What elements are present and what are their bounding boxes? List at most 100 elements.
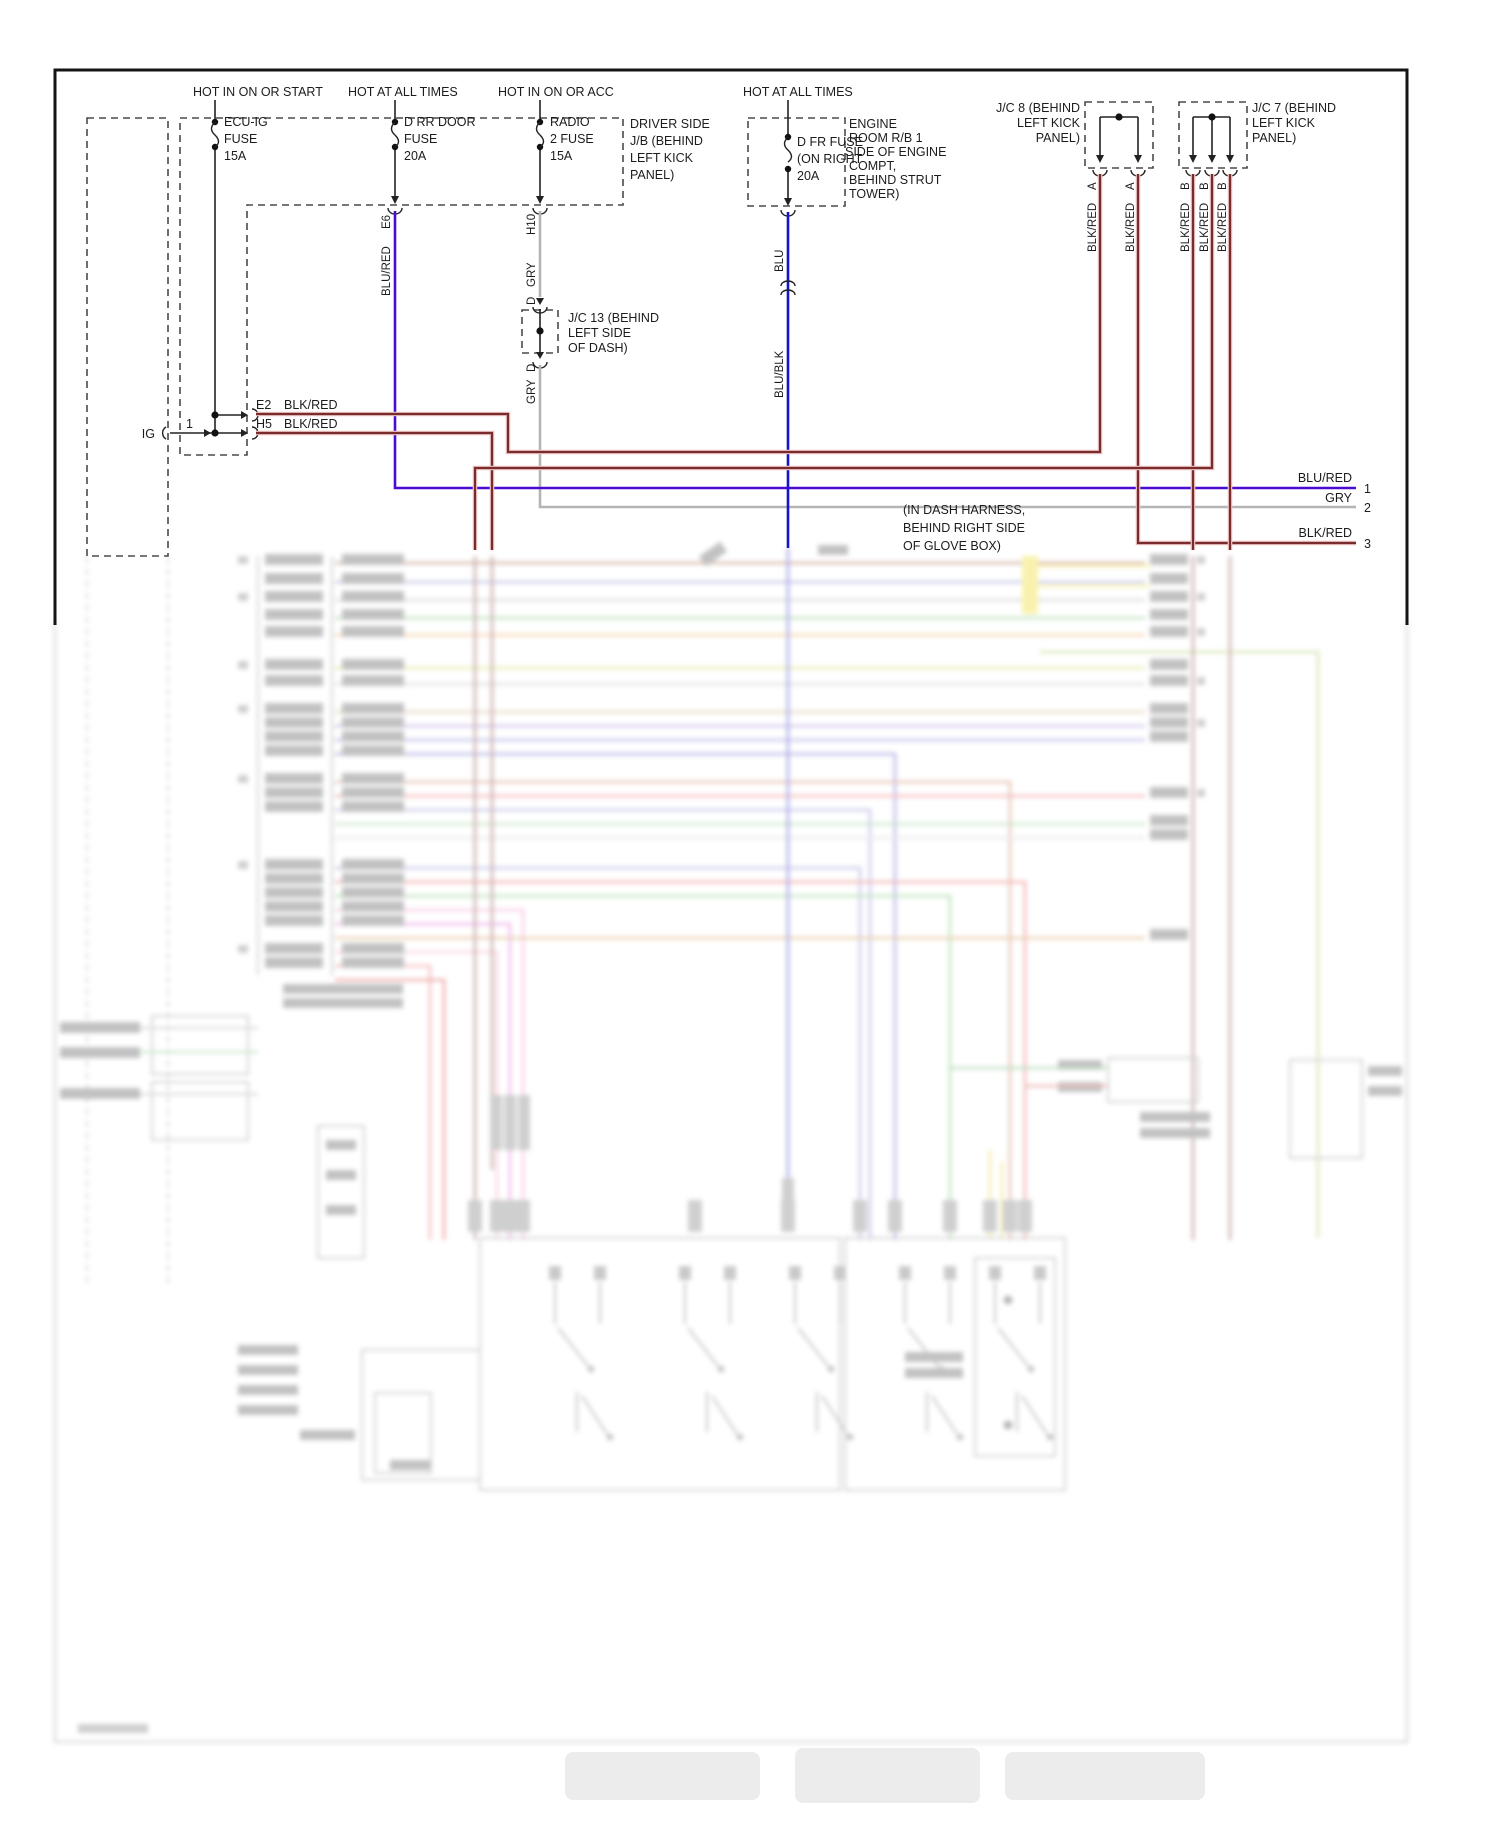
note-line: OF GLOVE BOX) <box>903 539 1001 553</box>
fuse-name: 2 FUSE <box>550 132 594 146</box>
fuse-rating: 15A <box>224 149 247 163</box>
jc7-junction <box>1185 113 1238 177</box>
faded-right-terminals <box>1150 554 1205 940</box>
wire-color-label: BLK/RED <box>1299 526 1353 540</box>
faded-lower-diagram <box>54 541 1408 1743</box>
fuse-rating: 15A <box>550 149 573 163</box>
box-label: PANEL) <box>630 168 674 182</box>
note-line: BEHIND RIGHT SIDE <box>903 521 1025 535</box>
faded-border <box>54 620 1408 1743</box>
wire-color-label: BLU/BLK <box>774 350 786 398</box>
box-label: J/C 8 (BEHIND <box>996 101 1080 115</box>
faded-footnote <box>78 1724 148 1733</box>
pin-code: A <box>1125 182 1137 190</box>
faded-pin-blobs <box>468 1200 1032 1232</box>
box-label: LEFT KICK <box>1252 116 1316 130</box>
fuse-name: FUSE <box>404 132 437 146</box>
fuse-ecu-ig: ECU-IG FUSE 15A <box>210 100 268 433</box>
box-label: LEFT KICK <box>1017 116 1081 130</box>
faded-connector-column <box>257 556 333 975</box>
fuse-name: RADIO <box>550 115 590 129</box>
wire-break-symbol <box>780 280 796 296</box>
box-label: ENGINE <box>849 117 897 131</box>
wire-color-label: BLK/RED <box>1217 203 1229 252</box>
wire-color-label: BLK/RED <box>1125 203 1137 252</box>
fuse-rating: 20A <box>404 149 427 163</box>
wire-color-label: BLU/RED <box>1298 471 1352 485</box>
jc7-label: J/C 7 (BEHIND LEFT KICK PANEL) <box>1252 101 1336 145</box>
box-label: BEHIND STRUT <box>849 173 942 187</box>
rail-label: HOT IN ON OR ACC <box>498 85 614 99</box>
box-label: PANEL) <box>1036 131 1080 145</box>
jc7-dashed-box <box>1178 101 1248 169</box>
wire-gry <box>538 211 1356 509</box>
wire-blk-red-h5 <box>254 431 494 552</box>
pin-code: E6 <box>381 215 393 229</box>
wire-color-label: BLU <box>774 250 786 272</box>
driver-side-jb-label: DRIVER SIDE J/B (BEHIND LEFT KICK PANEL) <box>630 117 710 182</box>
box-label: PANEL) <box>1252 131 1296 145</box>
pin-code: B <box>1217 182 1229 190</box>
ig-label: IG <box>142 427 155 441</box>
faded-labels <box>238 554 404 1008</box>
rail-label: HOT AT ALL TIMES <box>743 85 853 99</box>
wire-color-label: BLK/RED <box>1199 203 1211 252</box>
wire-color-label: BLK/RED <box>284 417 338 431</box>
pin-code: E2 <box>256 398 271 412</box>
fuse-name: FUSE <box>224 132 257 146</box>
diagram-border <box>53 68 1409 625</box>
box-label: LEFT KICK <box>630 151 694 165</box>
glove-box-note: (IN DASH HARNESS, BEHIND RIGHT SIDE OF G… <box>903 503 1025 553</box>
box-label: J/C 7 (BEHIND <box>1252 101 1336 115</box>
fuse-rating: 20A <box>797 169 820 183</box>
pin-code: B <box>1199 182 1211 190</box>
box-label: SIDE OF ENGINE <box>845 145 946 159</box>
jc8-dashed-box <box>1084 101 1154 169</box>
fuse-d-fr: D FR FUSE (ON RIGHT 20A <box>780 100 863 217</box>
box-label: TOWER) <box>849 187 899 201</box>
pin-code: H5 <box>256 417 272 431</box>
wire-color-label: BLK/RED <box>1180 203 1192 252</box>
engine-room-rb-dashed-box <box>747 117 846 207</box>
jc13-label: J/C 13 (BEHIND LEFT SIDE OF DASH) <box>568 311 659 355</box>
wire-color-label: BLK/RED <box>284 398 338 412</box>
rotated-wire-labels: E6 BLU/RED H10 GRY D D GRY BLU BLU/BLK A… <box>381 182 1229 404</box>
wire-color-label: GRY <box>526 379 538 404</box>
jc13-junction <box>532 298 548 369</box>
box-label: J/B (BEHIND <box>630 134 703 148</box>
rail-label: HOT IN ON OR START <box>193 85 323 99</box>
note-line: (IN DASH HARNESS, <box>903 503 1025 517</box>
terminal-number: 1 <box>1364 482 1371 496</box>
fuse-name: D RR DOOR <box>404 115 476 129</box>
box-label: COMPT, <box>849 159 896 173</box>
wire-blu-red <box>393 211 1356 490</box>
pin-code: D <box>526 364 538 372</box>
engine-room-rb-label: ENGINE ROOM R/B 1 SIDE OF ENGINE COMPT, … <box>845 117 946 201</box>
pin-code: H10 <box>526 214 538 235</box>
fuse-name: (ON RIGHT <box>797 152 863 166</box>
jc8-junction <box>1092 113 1146 177</box>
fuse-radio-2: RADIO 2 FUSE 15A <box>532 100 594 215</box>
right-terminals: BLU/RED 1 GRY 2 BLK/RED 3 <box>1298 471 1371 551</box>
wire-color-label: BLK/RED <box>1087 203 1099 252</box>
faded-dashed-box <box>86 556 169 1285</box>
wire-color-label: GRY <box>1325 491 1353 505</box>
fuse-d-rr-door: D RR DOOR FUSE 20A <box>387 100 476 215</box>
pin-code: A <box>1087 182 1099 190</box>
terminal-number: 2 <box>1364 501 1371 515</box>
fuse-name: ECU-IG <box>224 115 268 129</box>
fuse-name: D FR FUSE <box>797 135 863 149</box>
pin-code: D <box>526 297 538 305</box>
wires <box>256 174 1356 550</box>
watermark <box>565 1748 1205 1803</box>
ignition-switch-dashed-box <box>86 117 169 557</box>
box-label: J/C 13 (BEHIND <box>568 311 659 325</box>
rail-label: HOT AT ALL TIMES <box>348 85 458 99</box>
ig-connector: IG 1 E2 BLK/RED H5 BLK/RED <box>142 398 338 441</box>
pin-code: B <box>1180 182 1192 190</box>
box-label: ROOM R/B 1 <box>849 131 923 145</box>
wire-color-label: GRY <box>526 262 538 287</box>
ig-pin-number: 1 <box>186 417 193 431</box>
